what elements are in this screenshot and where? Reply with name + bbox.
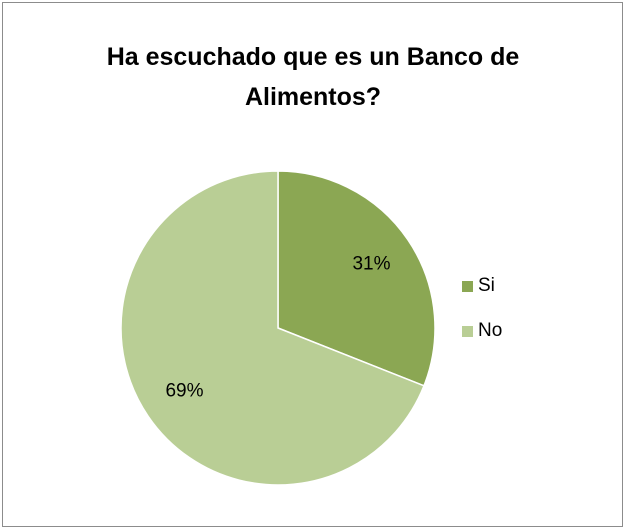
legend-item-si: Si bbox=[462, 275, 502, 297]
legend-label: Si bbox=[478, 275, 495, 296]
data-label-no: 69% bbox=[165, 381, 203, 402]
legend-label: No bbox=[478, 320, 503, 341]
legend-swatch bbox=[462, 325, 473, 337]
data-label-si: 31% bbox=[352, 253, 390, 274]
legend: Si No bbox=[462, 275, 502, 365]
legend-swatch bbox=[462, 280, 473, 292]
pie-slice-no bbox=[120, 170, 425, 486]
legend-item-no: No bbox=[462, 320, 502, 342]
pie-slice-si bbox=[277, 170, 436, 387]
pie-chart: 31% 69% bbox=[120, 170, 436, 486]
chart-title: Ha escuchado que es un Banco de Alimento… bbox=[106, 43, 520, 111]
